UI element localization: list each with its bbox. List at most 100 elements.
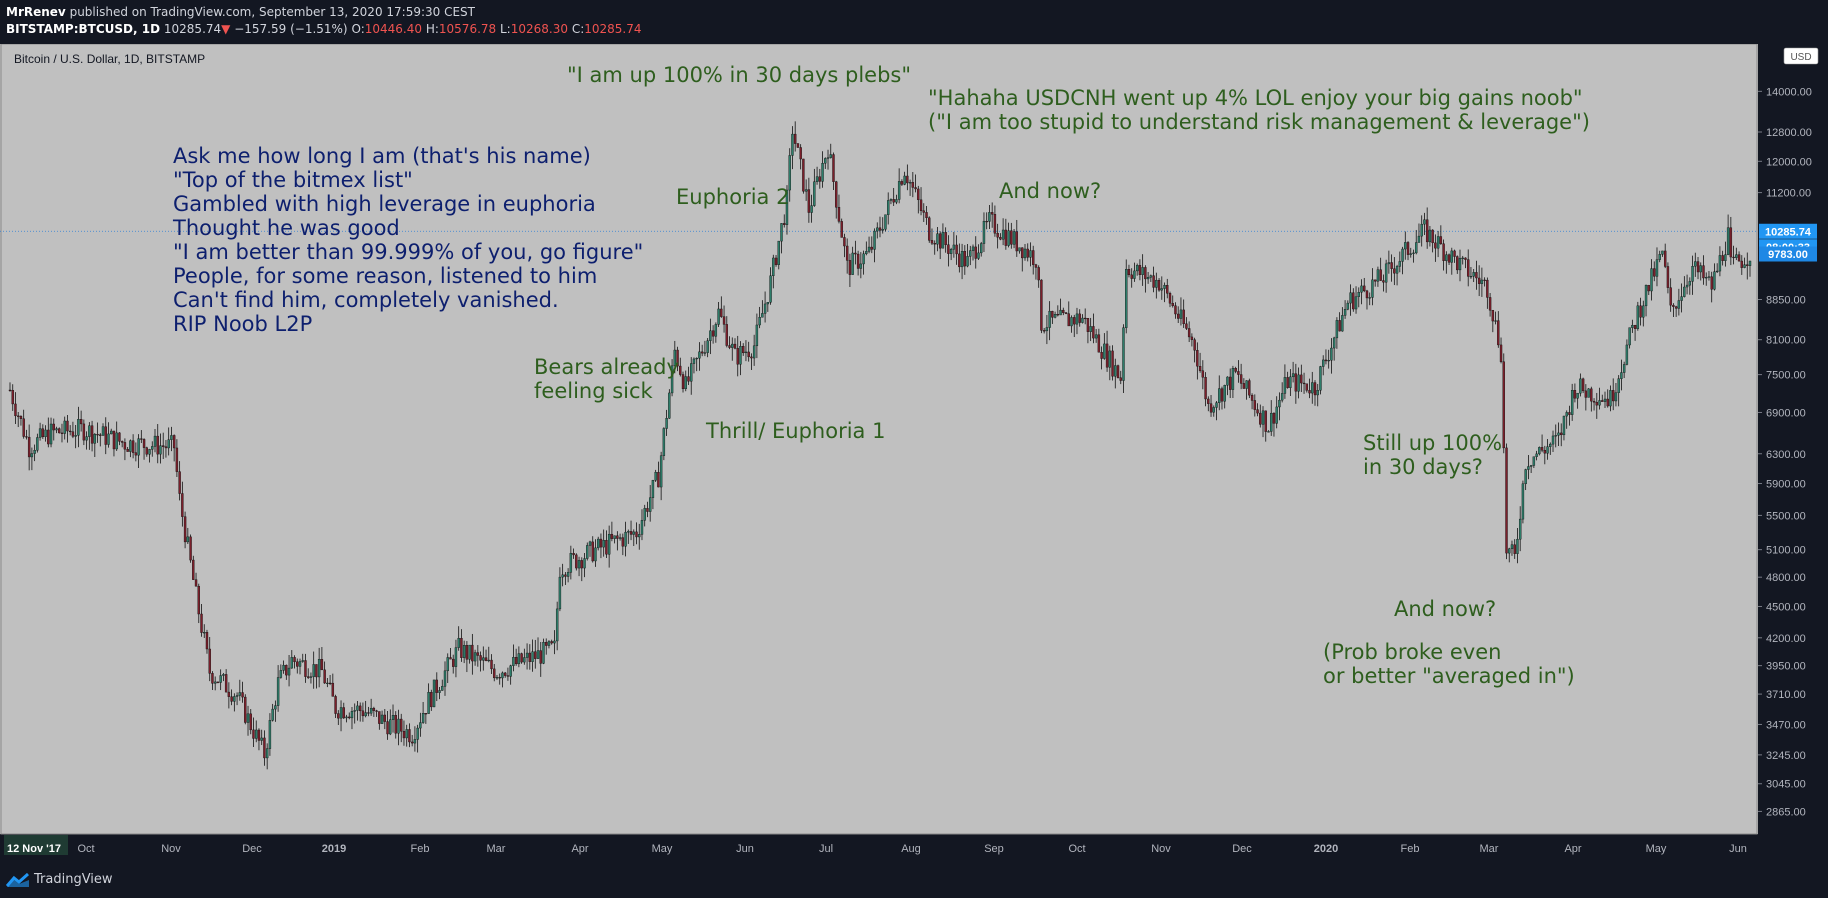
candle-body xyxy=(681,374,685,390)
currency-badge[interactable]: USD xyxy=(1790,52,1811,63)
candle-body xyxy=(274,705,277,710)
candle-body xyxy=(337,713,340,719)
candle-body xyxy=(654,472,657,481)
x-tick-label: Oct xyxy=(77,843,94,855)
annotation-hahaha: "Hahaha USDCNH went up 4% LOL enjoy your… xyxy=(928,86,1590,134)
candle-body xyxy=(386,721,389,735)
candle-body xyxy=(323,669,326,684)
candle-body xyxy=(780,223,783,242)
candle-body xyxy=(971,246,975,251)
candle-body xyxy=(172,435,176,449)
last-price-tag: 10285.74 xyxy=(1765,226,1812,238)
candle-body xyxy=(432,679,436,708)
candle-body xyxy=(1494,320,1497,322)
ma-price-tag: 9783.00 xyxy=(1768,249,1808,261)
candle-body xyxy=(1401,248,1404,262)
candle-body xyxy=(1560,432,1563,436)
candle-body xyxy=(1196,350,1199,367)
candle-body xyxy=(837,207,841,222)
candle-body xyxy=(1130,274,1133,279)
candle-body xyxy=(804,189,808,192)
candle-body xyxy=(101,426,105,436)
candle-body xyxy=(575,554,578,569)
candle-body xyxy=(1135,265,1139,272)
candle-body xyxy=(1086,318,1090,332)
x-tick-label: Mar xyxy=(487,843,506,855)
candlestick-chart[interactable]: 14000.00 12800.00 12000.00 11200.00 8850.00 8… xyxy=(0,44,1828,862)
candle-body xyxy=(63,420,66,434)
tradingview-logo-icon[interactable] xyxy=(6,872,30,888)
candle-body xyxy=(1283,377,1287,394)
candle-body xyxy=(1256,409,1259,414)
x-tick-label: Jul xyxy=(819,843,833,855)
candle-body xyxy=(618,537,622,539)
candle-body xyxy=(1428,229,1432,243)
candle-body xyxy=(774,257,778,265)
candle-body xyxy=(197,585,200,615)
author-name[interactable]: MrRenev xyxy=(6,5,66,19)
candle-body xyxy=(1729,227,1733,258)
candle-body xyxy=(1606,398,1609,407)
candle-body xyxy=(145,447,148,455)
candle-body xyxy=(1114,365,1117,377)
currency-badge-box[interactable] xyxy=(1783,47,1819,65)
time-axis[interactable] xyxy=(0,834,1758,862)
candle-body xyxy=(364,712,367,717)
candle-body xyxy=(676,349,679,367)
candle-body xyxy=(876,227,879,232)
y-tick-label: 8100.00 xyxy=(1766,335,1806,347)
candle-body xyxy=(1190,336,1194,340)
candle-body xyxy=(1707,276,1711,278)
candle-body xyxy=(854,252,857,255)
candle-body xyxy=(476,652,480,656)
candle-body xyxy=(1480,279,1484,284)
candles-group xyxy=(8,121,1752,770)
candle-body xyxy=(758,317,761,326)
candle-body xyxy=(443,670,447,687)
candle-body xyxy=(1193,339,1196,351)
candle-body xyxy=(22,418,25,437)
candle-body xyxy=(1447,254,1451,263)
candle-body xyxy=(643,508,646,521)
y-tick-label: 12000.00 xyxy=(1766,156,1812,168)
price-axis[interactable] xyxy=(1758,44,1828,862)
candle-body xyxy=(985,220,988,223)
plot-area[interactable] xyxy=(0,44,1758,834)
candle-body xyxy=(859,263,863,269)
candle-body xyxy=(629,531,633,535)
candle-body xyxy=(1718,255,1722,272)
candle-body xyxy=(79,419,83,425)
candle-body xyxy=(1248,380,1251,396)
candle-body xyxy=(1070,317,1073,327)
candle-body xyxy=(610,533,614,539)
candle-body xyxy=(517,653,521,665)
candle-body xyxy=(616,535,619,539)
candle-body xyxy=(153,435,157,447)
candle-body xyxy=(36,437,39,451)
candle-body xyxy=(892,199,895,203)
candle-body xyxy=(810,205,813,213)
candle-body xyxy=(1726,227,1730,255)
brand-name[interactable]: TradingView xyxy=(34,872,113,887)
candle-body xyxy=(1398,261,1402,267)
candle-body xyxy=(1053,314,1057,318)
candle-body xyxy=(1508,548,1511,554)
candle-body xyxy=(766,302,770,305)
candle-body xyxy=(977,252,980,259)
candle-body xyxy=(928,217,931,241)
candle-body xyxy=(1270,412,1273,432)
candle-body xyxy=(832,154,835,182)
candle-body xyxy=(862,253,865,265)
candle-body xyxy=(1250,394,1254,401)
candle-body xyxy=(1653,268,1656,277)
candle-body xyxy=(799,147,802,160)
candle-body xyxy=(632,531,635,535)
x-tick-label: Mar xyxy=(1480,843,1499,855)
candle-body xyxy=(1445,254,1448,261)
candle-body xyxy=(1056,314,1060,316)
candle-body xyxy=(1245,380,1248,389)
candle-body xyxy=(192,559,195,580)
candle-body xyxy=(1302,382,1306,385)
candle-body xyxy=(588,541,592,546)
x-tick-label: Sep xyxy=(984,843,1004,855)
